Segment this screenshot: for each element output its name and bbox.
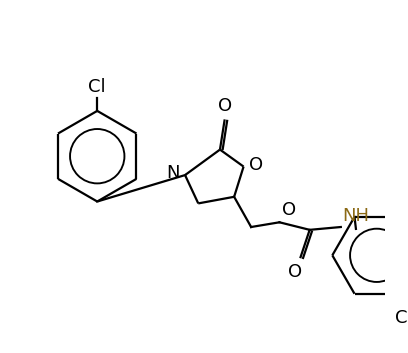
Text: N: N [166,164,180,182]
Text: O: O [217,97,232,115]
Text: NH: NH [343,207,370,225]
Text: Cl: Cl [89,78,106,96]
Text: Cl: Cl [395,309,408,327]
Text: O: O [288,263,303,281]
Text: O: O [282,202,296,220]
Text: O: O [249,156,264,174]
